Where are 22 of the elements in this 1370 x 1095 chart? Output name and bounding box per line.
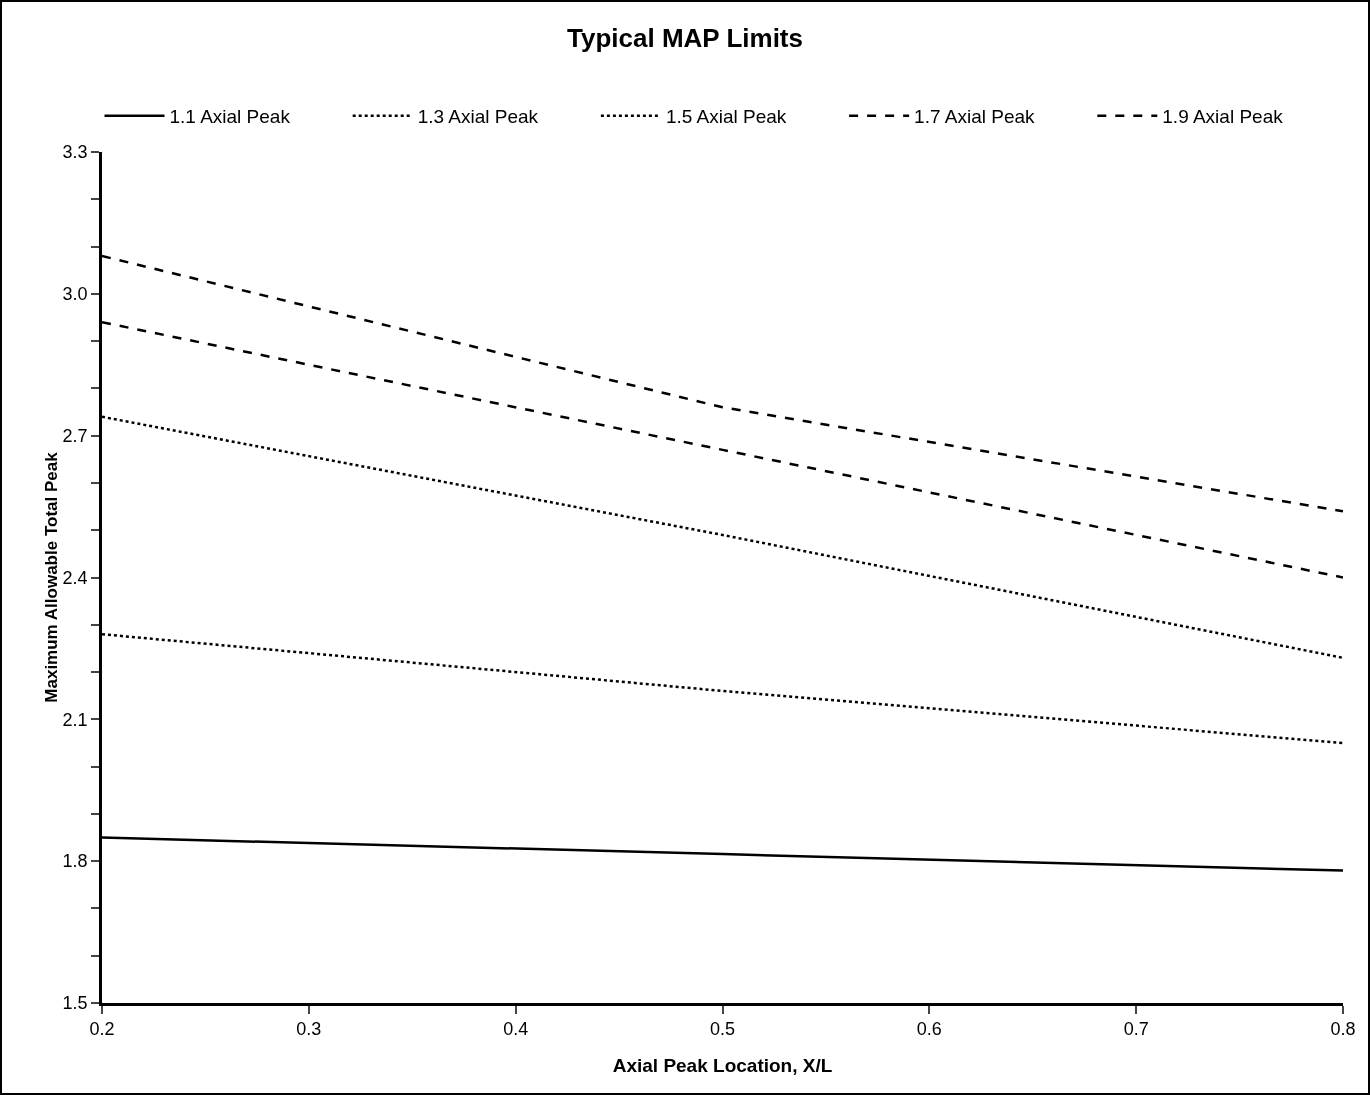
x-axis-title: Axial Peak Location, X/L [612, 1054, 833, 1076]
chart-title: Typical MAP Limits [567, 23, 803, 54]
x-tick-label: 0.4 [503, 1019, 529, 1040]
legend-label: 1.7 Axial Peak [914, 106, 1036, 128]
legend-label: 1.5 Axial Peak [665, 106, 787, 128]
y-tick-label: 1.5 [62, 993, 88, 1014]
legend-label: 1.1 Axial Peak [169, 106, 291, 128]
legend-label: 1.9 Axial Peak [1162, 106, 1284, 128]
y-tick-label: 2.4 [62, 567, 88, 588]
x-tick-label: 0.8 [1330, 1019, 1356, 1040]
x-tick-label: 0.5 [709, 1019, 736, 1040]
y-tick-label: 1.8 [62, 851, 88, 872]
y-tick-label: 3.3 [62, 142, 88, 163]
legend-label: 1.3 Axial Peak [417, 106, 539, 128]
x-tick-label: 0.2 [89, 1019, 115, 1040]
y-tick-label: 2.1 [62, 709, 88, 730]
y-axis-title: Maximum Allowable Total Peak [41, 451, 61, 703]
x-tick-label: 0.6 [916, 1019, 942, 1040]
y-tick-label: 3.0 [62, 284, 88, 305]
y-tick-label: 2.7 [62, 425, 88, 446]
x-tick-label: 0.3 [296, 1019, 322, 1040]
x-tick-label: 0.7 [1123, 1019, 1149, 1040]
